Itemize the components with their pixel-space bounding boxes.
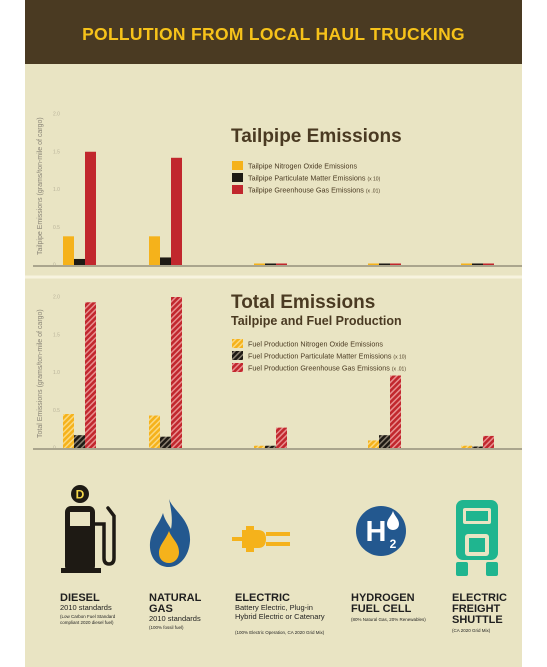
vehicle-desc-electric: Battery Electric, Plug-in Hybrid Electri… <box>235 603 325 621</box>
hydrogen-icon: H 2 <box>356 506 406 556</box>
legend-label-ghg: Tailpipe Greenhouse Gas Emissions (x .01… <box>248 186 380 195</box>
tailpipe-bars <box>63 151 494 265</box>
legend-swatch-pm <box>232 173 243 182</box>
vehicle-name-line: FUEL CELL <box>351 603 412 615</box>
legend-label-fp-nox: Fuel Production Nitrogen Oxide Emissions <box>248 340 383 349</box>
vehicle-name-line: GAS <box>149 603 173 615</box>
vehicle-note-freight-shuttle: (CA 2020 Grid Mix) <box>452 628 491 633</box>
tailpipe-bar-ghg <box>171 157 182 265</box>
flame-icon <box>149 499 191 567</box>
total-bar-ghg <box>276 427 287 448</box>
tailpipe-bar-nox <box>461 263 472 265</box>
tailpipe-bar-nox <box>63 236 74 265</box>
total-bar-ghg <box>483 435 494 448</box>
tailpipe-bar-nox <box>368 263 379 265</box>
header-band: POLLUTION FROM LOCAL HAUL TRUCKING <box>25 0 522 64</box>
total-y-tick-label: 2.0 <box>53 295 60 301</box>
electric-plug-icon <box>232 526 290 552</box>
vehicle-desc-diesel: 2010 standards <box>60 603 112 612</box>
total-y-ticks: 2.01.51.00.50 <box>53 295 60 452</box>
legend-swatch-fp-nox <box>232 339 243 348</box>
tailpipe-y-tick-label: 1.5 <box>53 149 60 155</box>
vehicle-name-line: HYDROGEN <box>351 592 415 604</box>
tailpipe-bar-pm <box>74 258 85 265</box>
vehicle-name-diesel: DIESEL <box>60 593 150 604</box>
tailpipe-bar-ghg <box>276 263 287 265</box>
vehicle-name-line: NATURAL <box>149 592 202 604</box>
total-y-tick-label: 1.5 <box>53 332 60 338</box>
total-bar-pm <box>74 435 85 448</box>
total-bar-pm <box>472 446 483 448</box>
hydrogen-badge-subscript: 2 <box>390 537 397 551</box>
hydrogen-badge-letter: H <box>366 516 387 548</box>
legend-label-fp-ghg: Fuel Production Greenhouse Gas Emissions… <box>248 364 406 373</box>
tailpipe-y-axis-label: Tailpipe Emissions (grams/ton-mile of ca… <box>37 117 44 255</box>
total-y-tick-label: 0.5 <box>53 408 60 414</box>
fuel-pump-icon: D <box>61 485 116 573</box>
vehicle-note-diesel: (Low Carbon Fuel Standard compliant 2020… <box>60 614 116 625</box>
vehicle-name-line: DIESEL <box>60 592 100 604</box>
page-title: POLLUTION FROM LOCAL HAUL TRUCKING <box>82 24 465 44</box>
total-bar-ghg <box>171 297 182 448</box>
diesel-badge-letter: D <box>76 488 85 502</box>
total-legend: Fuel Production Nitrogen Oxide Emissions… <box>232 339 407 373</box>
charts-svg: Tailpipe Emissions (grams/ton-mile of ca… <box>25 112 522 452</box>
legend-swatch-fp-pm <box>232 351 243 360</box>
total-y-axis-label: Total Emissions (grams/ton-mile of cargo… <box>37 309 44 438</box>
freight-shuttle-icon <box>456 500 498 576</box>
vehicle-name-freight-shuttle: ELECTRIC FREIGHT SHUTTLE <box>452 593 522 626</box>
total-bars <box>63 297 494 448</box>
tailpipe-bar-pm <box>472 263 483 265</box>
total-bar-pm <box>379 435 390 448</box>
tailpipe-bar-nox <box>254 263 265 265</box>
legend-swatch-fp-ghg <box>232 363 243 372</box>
vehicle-desc-natural-gas: 2010 standards <box>149 614 201 623</box>
legend-swatch-nox <box>232 161 243 170</box>
vehicle-name-natural-gas: NATURAL GAS <box>149 593 239 615</box>
total-bar-ghg <box>85 302 96 448</box>
tailpipe-bar-pm <box>160 257 171 265</box>
tailpipe-y-tick-label: 2.0 <box>53 112 60 118</box>
vehicle-name-line: ELECTRIC <box>235 592 290 604</box>
vehicle-note-hydrogen: (80% Natural Gas, 20% Renewables) <box>351 617 426 622</box>
tailpipe-legend: Tailpipe Nitrogen Oxide Emissions Tailpi… <box>232 161 381 195</box>
legend-swatch-ghg <box>232 185 243 194</box>
tailpipe-bar-pm <box>379 263 390 265</box>
total-bar-nox <box>63 414 74 448</box>
legend-label-nox: Tailpipe Nitrogen Oxide Emissions <box>248 162 357 171</box>
vehicle-name-hydrogen: HYDROGEN FUEL CELL <box>351 593 441 615</box>
tailpipe-title: Tailpipe Emissions <box>231 126 402 147</box>
total-title: Total Emissions <box>231 292 375 313</box>
vehicle-name-line: ELECTRIC <box>452 592 507 604</box>
total-bar-nox <box>149 415 160 448</box>
vehicle-name-line: SHUTTLE <box>452 614 503 626</box>
total-bar-ghg <box>390 375 401 448</box>
tailpipe-y-ticks: 2.01.51.00.50 <box>53 112 60 269</box>
total-bar-pm <box>160 436 171 448</box>
legend-label-pm: Tailpipe Particulate Matter Emissions (x… <box>248 174 381 183</box>
tailpipe-y-tick-label: 1.0 <box>53 187 60 193</box>
tailpipe-bar-nox <box>149 236 160 265</box>
vehicle-note-electric: (100% Electric Operation, CA 2020 Grid M… <box>235 630 325 635</box>
vehicle-name-line: FREIGHT <box>452 603 501 615</box>
total-bar-nox <box>254 445 265 448</box>
total-y-tick-label: 1.0 <box>53 370 60 376</box>
total-bar-nox <box>368 440 379 448</box>
tailpipe-bar-ghg <box>483 263 494 265</box>
tailpipe-chart: Tailpipe Emissions (grams/ton-mile of ca… <box>33 112 522 269</box>
total-chart: Total Emissions (grams/ton-mile of cargo… <box>33 292 522 452</box>
tailpipe-bar-ghg <box>390 263 401 265</box>
infographic-poster: POLLUTION FROM LOCAL HAUL TRUCKING Tailp… <box>25 0 522 667</box>
total-subtitle: Tailpipe and Fuel Production <box>231 314 402 328</box>
vehicle-note-natural-gas: (100% fossil fuel) <box>149 625 184 630</box>
vehicle-name-electric: ELECTRIC <box>235 593 325 604</box>
total-bar-nox <box>461 445 472 448</box>
tailpipe-y-tick-label: 0.5 <box>53 225 60 231</box>
total-bar-pm <box>265 445 276 448</box>
legend-label-fp-pm: Fuel Production Particulate Matter Emiss… <box>248 352 407 361</box>
tailpipe-bar-ghg <box>85 151 96 265</box>
tailpipe-bar-pm <box>265 263 276 265</box>
